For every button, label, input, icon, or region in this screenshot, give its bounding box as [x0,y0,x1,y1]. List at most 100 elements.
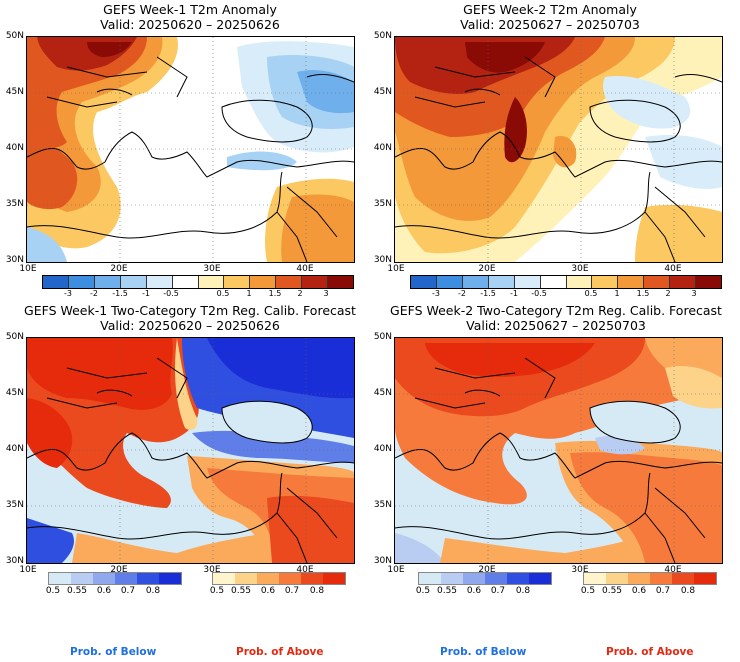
colorbar-label: -1.5 [480,289,496,298]
lon-label: 10E [387,264,405,274]
lon-label: 40E [296,264,314,274]
colorbar-swatch [328,276,354,288]
anomaly-map-week1 [26,36,355,263]
panel-2-valid: Valid: 20250627 – 20250703 [460,17,640,32]
panel-3-title: GEFS Week-1 Two-Category T2m Reg. Calib.… [24,303,356,318]
colorbar-swatch [250,276,277,288]
anomaly-map-week2 [394,36,723,263]
colorbar-label: 3 [691,289,697,298]
below-colorbar-week1 [48,572,182,585]
panel-2-title: GEFS Week-2 T2m Anomaly [463,2,637,17]
colorbar-label: 0.7 [120,586,136,596]
colorbar-swatch [485,573,507,584]
above-colorbar-week1 [212,572,346,585]
colorbar-label: -1 [142,289,150,298]
colorbar-label: 0.55 [436,586,458,596]
colorbar-swatch [172,276,199,288]
colorbar-swatch [43,276,69,288]
colorbar-swatch [592,276,619,288]
colorbar-swatch [302,276,329,288]
lat-label: 35N [5,199,24,209]
lon-label: 40E [664,264,682,274]
colorbar-swatch [323,573,345,584]
colorbar-label: -2 [458,289,466,298]
lat-label: 50N [373,31,392,41]
colorbar-swatch [696,276,722,288]
lat-label: 30N [373,556,392,566]
colorbar-swatch [120,276,147,288]
colorbar-label: -2 [90,289,98,298]
colorbar-label: 0.5 [580,586,596,596]
colorbar-label: 0.6 [96,586,112,596]
colorbar-swatch [68,276,95,288]
colorbar-swatch [71,573,93,584]
colorbar-swatch [488,276,515,288]
colorbar-swatch [257,573,279,584]
panel-4-valid: Valid: 20250627 – 20250703 [466,318,646,333]
panel-1-title: GEFS Week-1 T2m Anomaly [103,2,277,17]
anomaly-colorbar-week2 [410,275,722,289]
lat-label: 35N [373,500,392,510]
colorbar-swatch [93,573,115,584]
colorbar-label: 0.55 [230,586,252,596]
lon-label: 30E [571,264,589,274]
colorbar-swatch [276,276,303,288]
lat-label: 40N [5,444,24,454]
colorbar-label: -1.5 [112,289,128,298]
colorbar-swatch [618,276,645,288]
colorbar-label: -3 [432,289,440,298]
colorbar-swatch [462,276,489,288]
colorbar-swatch [213,573,235,584]
above-colorbar-week2 [583,572,717,585]
colorbar-label: 0.6 [466,586,482,596]
anomaly-colorbar-week1 [42,275,354,289]
colorbar-label: 3 [323,289,329,298]
colorbar-swatch [540,276,567,288]
colorbar-swatch [463,573,485,584]
colorbar-label: 1 [614,289,620,298]
lon-label: 20E [478,264,496,274]
colorbar-label: 0.5 [584,289,598,298]
colorbar-swatch [235,573,257,584]
colorbar-label: -0.5 [531,289,547,298]
colorbar-label: 1.5 [636,289,650,298]
colorbar-label: 1 [246,289,252,298]
lat-label: 50N [373,332,392,342]
lon-label: 20E [110,264,128,274]
lat-label: 30N [373,255,392,265]
lat-label: 30N [5,255,24,265]
colorbar-label: 0.5 [415,586,431,596]
colorbar-swatch [566,276,593,288]
lat-label: 45N [5,87,24,97]
prob-below-label: Prob. of Below [70,646,157,658]
colorbar-label: 0.8 [309,586,325,596]
panel-4-title: GEFS Week-2 Two-Category T2m Reg. Calib.… [390,303,722,318]
prob-above-label: Prob. of Above [236,646,324,658]
colorbar-swatch [224,276,251,288]
colorbar-label: 0.55 [66,586,88,596]
colorbar-label: 0.8 [145,586,161,596]
colorbar-label: 0.7 [284,586,300,596]
colorbar-label: 0.6 [631,586,647,596]
lat-label: 35N [373,199,392,209]
lat-label: 35N [5,500,24,510]
colorbar-swatch [198,276,225,288]
colorbar-swatch [279,573,301,584]
lat-label: 40N [5,143,24,153]
colorbar-swatch [529,573,551,584]
colorbar-label: 0.7 [490,586,506,596]
colorbar-label: 0.8 [515,586,531,596]
colorbar-label: -1 [510,289,518,298]
colorbar-label: 2 [297,289,303,298]
lat-label: 30N [5,556,24,566]
colorbar-swatch [584,573,606,584]
colorbar-swatch [411,276,437,288]
lon-label: 20E [478,565,496,575]
colorbar-label: -0.5 [163,289,179,298]
colorbar-label: 2 [665,289,671,298]
colorbar-label: 0.6 [260,586,276,596]
lon-label: 10E [19,264,37,274]
colorbar-swatch [507,573,529,584]
colorbar-label: -3 [64,289,72,298]
lat-label: 45N [373,87,392,97]
